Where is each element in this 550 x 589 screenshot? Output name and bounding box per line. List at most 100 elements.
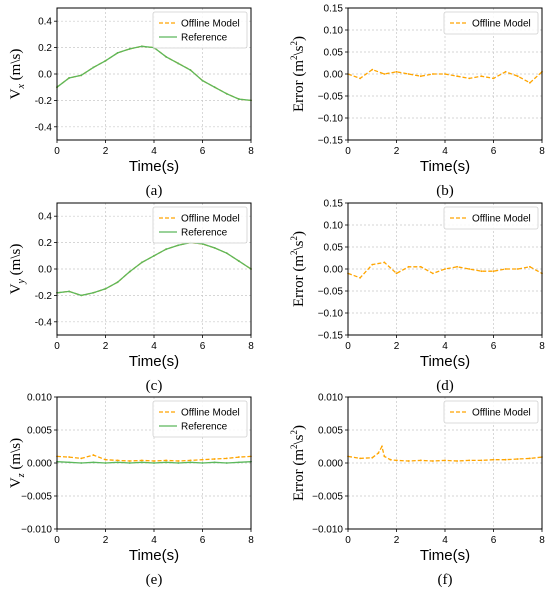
data-point (237, 461, 240, 464)
x-tick-label: 8 (539, 341, 545, 352)
y-tick-label: −0.010 (312, 525, 343, 536)
data-point (104, 287, 107, 290)
data-point (359, 276, 362, 279)
data-point (92, 66, 95, 69)
x-tick-label: 4 (442, 535, 448, 546)
data-point (213, 86, 216, 89)
data-point (431, 73, 434, 75)
data-point (431, 460, 434, 462)
chart-panel-2: 0 2 4 6 8 -0.4 -0.2 0.0 0.2 0.4 Time(s) Vy (m\s) Off… (8, 202, 254, 394)
data-point (456, 265, 459, 268)
legend-label: Offline Model (181, 19, 240, 30)
data-point (80, 462, 83, 464)
legend: Offline Model (443, 11, 539, 35)
chart-panel-1: 0 2 4 6 8 −0.15 −0.10 −0.05 0.00 0.05 0.10 0.15 Time… (289, 4, 545, 200)
x-axis-label: Time(s) (420, 353, 470, 370)
data-point (456, 75, 459, 78)
data-point (68, 461, 71, 464)
legend: Offline Model (443, 400, 539, 424)
data-point (237, 456, 240, 458)
x-tick-label: 8 (248, 146, 254, 157)
data-point (468, 77, 471, 80)
x-tick-label: 6 (491, 146, 497, 157)
data-point (189, 69, 192, 71)
legend-box (443, 11, 539, 35)
data-point (104, 458, 107, 461)
data-point (68, 77, 71, 79)
data-point (68, 290, 71, 293)
data-point (492, 77, 495, 80)
legend-label: Offline Model (472, 19, 531, 30)
data-point (480, 270, 483, 273)
x-tick-label: 6 (200, 341, 206, 352)
data-point (528, 81, 531, 84)
y-tick-label: −0.010 (21, 525, 52, 536)
x-tick-label: 4 (151, 341, 157, 352)
y-tick-label: 0.010 (318, 393, 343, 404)
y-tick-label: 0.05 (324, 48, 344, 59)
x-tick-label: 2 (103, 341, 109, 352)
data-point (528, 265, 531, 268)
series-line-offline-model (347, 261, 543, 279)
y-tick-label: 0.05 (324, 243, 344, 254)
y-tick-label: −0.15 (318, 136, 344, 147)
legend: Offline Model Reference (152, 400, 248, 438)
data-point (359, 457, 362, 460)
data-point (371, 68, 374, 71)
data-point (389, 458, 392, 461)
y-tick-label: 0.2 (38, 238, 52, 249)
x-tick-label: 0 (345, 535, 351, 546)
legend: Offline Model Reference (152, 11, 248, 49)
chart-panel-5: 0 2 4 6 8 −0.010 −0.005 0.000 0.005 0.010 Time(s) E… (289, 393, 545, 589)
data-point (80, 294, 83, 297)
data-point (92, 454, 95, 456)
data-point (359, 77, 362, 80)
x-tick-label: 0 (54, 535, 60, 546)
legend-label: Offline Model (472, 214, 531, 225)
y-tick-label: −0.15 (318, 331, 344, 342)
x-tick-label: 6 (200, 146, 206, 157)
data-point (516, 458, 519, 460)
x-tick-label: 2 (103, 535, 109, 546)
data-point (407, 460, 410, 462)
data-point (140, 261, 143, 264)
data-point (225, 92, 228, 95)
x-tick-label: 4 (442, 341, 448, 352)
data-point (371, 263, 374, 266)
y-axis-label: Error (m2\s2) (289, 36, 307, 112)
x-tick-label: 6 (491, 341, 497, 352)
y-tick-label: −0.005 (21, 492, 52, 503)
data-point (419, 265, 422, 268)
panel-caption: (e) (146, 572, 163, 588)
data-point (516, 268, 519, 270)
x-tick-label: 6 (200, 535, 206, 546)
y-tick-label: 0.0 (38, 70, 52, 81)
y-tick-label: −0.10 (318, 309, 344, 320)
data-point (237, 98, 240, 100)
data-point (80, 74, 83, 77)
chart-panel-3: 0 2 4 6 8 −0.15 −0.10 −0.05 0.00 0.05 0.10 0.15 Time… (289, 199, 545, 395)
data-point (177, 460, 180, 462)
data-point (80, 457, 83, 460)
y-tick-label: 0.00 (324, 70, 344, 81)
chart-panel-0: 0 2 4 6 8 -0.4 -0.2 0.0 0.2 0.4 Time(s) Vx (m\s) Off… (8, 7, 254, 199)
y-tick-label: 0.000 (318, 459, 343, 470)
y-axis-label: Vz (m\s) (8, 438, 27, 488)
x-tick-label: 8 (248, 341, 254, 352)
data-point (237, 260, 240, 262)
x-tick-label: 2 (394, 146, 400, 157)
data-point (377, 452, 380, 454)
data-point (189, 459, 192, 462)
x-axis-label: Time(s) (129, 547, 179, 564)
data-point (213, 461, 216, 464)
data-point (128, 462, 131, 464)
y-tick-label: -0.2 (35, 291, 53, 302)
data-point (395, 459, 398, 462)
y-tick-label: 0.2 (38, 43, 52, 54)
data-point (128, 460, 131, 462)
data-point (140, 45, 143, 48)
legend-box (152, 11, 248, 49)
y-axis-label: Vx (m\s) (8, 49, 27, 100)
panel-caption: (a) (146, 183, 163, 199)
